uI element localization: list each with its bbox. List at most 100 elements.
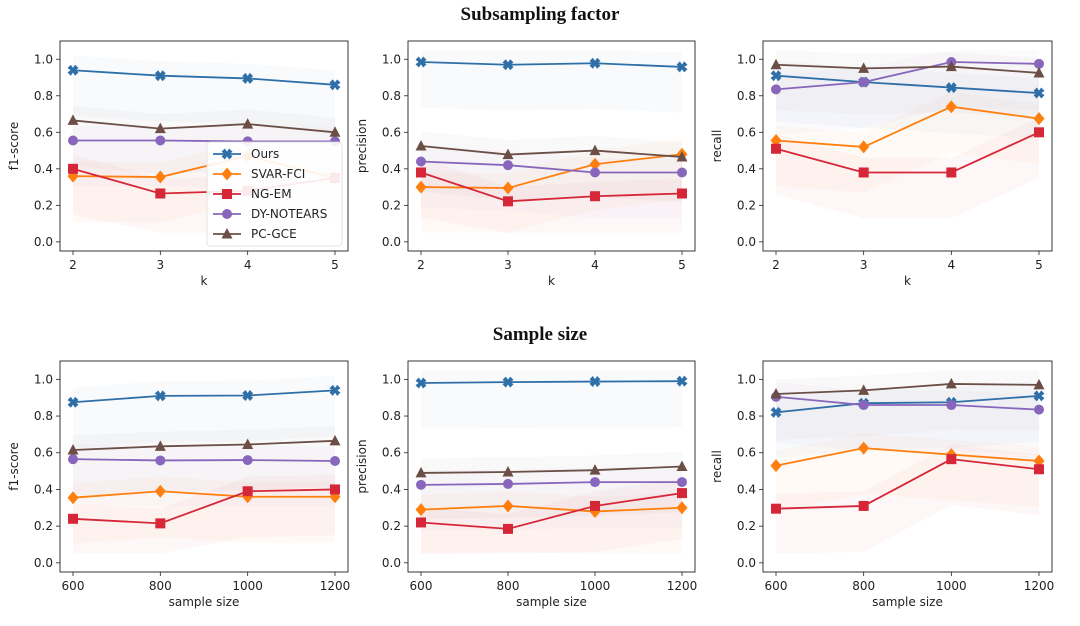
data-point-svar-fci (415, 503, 427, 517)
data-point-svar-fci (1033, 454, 1045, 468)
data-point-dy-notears (503, 160, 513, 171)
data-point-dy-notears (330, 455, 340, 466)
data-point-ng-em (946, 167, 957, 178)
x-tick-label: 1200 (1024, 579, 1055, 593)
series-line-ng-em (775, 131, 1040, 174)
y-tick-label: 0.8 (737, 89, 756, 103)
data-point-dy-notears (677, 477, 687, 488)
y-axis-label: precision (355, 439, 369, 493)
y-tick-label: 0.4 (382, 482, 401, 496)
x-axis-label: sample size (872, 595, 943, 609)
x-tick-label: 5 (1035, 258, 1043, 272)
x-axis-label: k (904, 274, 911, 288)
data-point-ours (502, 59, 514, 71)
y-tick-label: 0.4 (34, 482, 53, 496)
data-point-ng-em (1034, 464, 1044, 475)
data-point-svar-fci (1033, 112, 1045, 126)
data-point-svar-fci (770, 459, 782, 473)
y-tick-label: 1.0 (34, 372, 53, 386)
legend-label: DY-NOTEARS (251, 207, 327, 221)
series-line-svar-fci (72, 490, 335, 499)
y-tick-label: 0.2 (737, 519, 756, 533)
data-point-ours (676, 61, 688, 73)
data-point-ng-em (677, 488, 687, 499)
data-point-ours (589, 376, 601, 388)
data-point-ng-em (590, 500, 600, 511)
data-point-dy-notears (858, 77, 869, 88)
legend-label: NG-EM (251, 187, 292, 201)
legend-marker (221, 167, 233, 181)
series-line-ng-em (420, 171, 683, 203)
axes-frame (762, 360, 1053, 573)
series-line-pc-gce (775, 383, 1040, 395)
y-axis-label: f1-score (7, 122, 21, 170)
data-point-pc-gce (154, 122, 166, 134)
x-axis-label: k (201, 274, 208, 288)
data-point-pc-gce (589, 464, 601, 475)
series-line-dy-notears (775, 61, 1040, 91)
y-tick-label: 1.0 (382, 372, 401, 386)
data-point-ng-em (771, 143, 781, 154)
data-point-ng-em (1034, 127, 1044, 138)
series-line-ours (775, 74, 1040, 94)
data-point-ours (154, 70, 166, 82)
axes-frame (407, 360, 696, 573)
series-line-pc-gce (420, 145, 683, 158)
data-point-svar-fci (154, 484, 166, 498)
data-point-pc-gce (676, 460, 688, 471)
y-tick-label: 0.0 (737, 235, 756, 249)
series-line-pc-gce (775, 63, 1040, 74)
y-tick-label: 0.0 (382, 235, 401, 249)
data-point-ours (1033, 390, 1045, 402)
data-point-pc-gce (415, 466, 427, 478)
subplot-3: 0.0 0.2 0.4 0.6 0.8 1.0 2 3 4 5 k recall (710, 40, 1053, 288)
data-point-pc-gce (502, 148, 514, 160)
data-point-pc-gce (770, 388, 782, 399)
plot-area (763, 361, 1052, 572)
x-tick-label: 600 (62, 579, 85, 593)
series-line-svar-fci (775, 105, 1040, 148)
x-tick-label: 5 (331, 258, 339, 272)
data-point-dy-notears (677, 167, 687, 178)
series-line-ours (420, 380, 683, 384)
x-tick-label: 1200 (320, 579, 351, 593)
data-point-ours (502, 376, 514, 388)
data-point-ng-em (68, 163, 78, 174)
legend-marker (221, 228, 233, 239)
y-axis-label: recall (710, 130, 724, 163)
y-tick-label: 0.6 (382, 446, 401, 460)
data-point-dy-notears (590, 167, 600, 178)
legend-marker (222, 189, 232, 199)
data-point-ng-em (858, 167, 869, 178)
data-point-ng-em (503, 523, 513, 534)
subplot-1: 0.0 0.2 0.4 0.6 0.8 1.0 2 3 4 5 k f1-score Ours SVAR-… (7, 40, 349, 288)
data-point-dy-notears (590, 477, 600, 488)
y-tick-label: 0.8 (382, 409, 401, 423)
series-line-ours (775, 394, 1040, 414)
series-line-pc-gce (72, 119, 336, 134)
data-point-dy-notears (858, 400, 869, 411)
series-line-ours (72, 69, 336, 86)
data-point-pc-gce (1033, 66, 1045, 78)
x-tick-label: 2 (772, 258, 780, 272)
x-tick-label: 4 (244, 258, 252, 272)
axes-frame (59, 360, 349, 573)
data-point-ng-em (416, 517, 426, 528)
x-tick-label: 3 (504, 258, 512, 272)
data-point-dy-notears (946, 400, 957, 411)
series-line-dy-notears (73, 139, 335, 143)
data-point-ours (329, 79, 341, 91)
data-point-dy-notears (68, 454, 78, 465)
data-point-ng-em (946, 454, 957, 465)
data-point-ours (415, 56, 427, 68)
y-tick-label: 1.0 (382, 52, 401, 66)
series-line-dy-notears (72, 458, 336, 462)
data-point-svar-fci (154, 170, 166, 184)
confidence-band (421, 131, 682, 202)
data-point-svar-fci (589, 157, 601, 171)
data-point-ng-em (858, 500, 869, 511)
data-point-ours (67, 64, 79, 76)
plot-area (763, 41, 1052, 251)
subplot-4: 0.0 0.2 0.4 0.6 0.8 1.0 600 800 1000 1200 sample s… (7, 360, 351, 609)
confidence-band (421, 50, 682, 112)
